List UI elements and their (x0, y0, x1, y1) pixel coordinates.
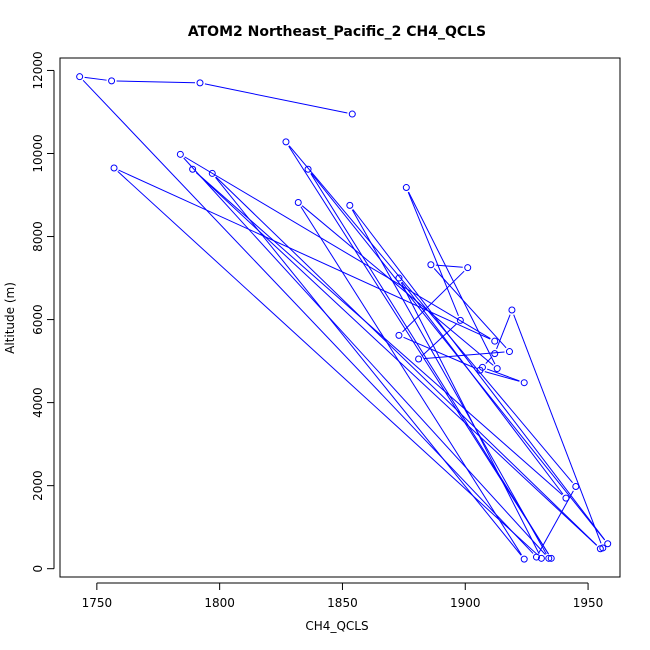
data-point (599, 544, 607, 552)
y-tick-label: 8000 (31, 221, 45, 252)
series-segment (215, 176, 598, 546)
data-point (537, 554, 545, 562)
x-tick-label: 1800 (204, 596, 235, 610)
x-tick-label: 1750 (82, 596, 113, 610)
data-point (189, 165, 197, 173)
series-lines (82, 76, 606, 556)
series-segment (84, 76, 107, 81)
x-tick-label: 1950 (573, 596, 604, 610)
data-point (208, 169, 216, 177)
data-point (402, 184, 410, 192)
y-tick-label: 0 (31, 565, 45, 573)
series-segment (117, 171, 539, 556)
series-segment (435, 264, 463, 268)
series-points (76, 73, 612, 563)
data-point (493, 365, 501, 373)
series-segment (421, 323, 458, 356)
data-point (348, 110, 356, 118)
data-point (491, 350, 499, 358)
series-segment (513, 314, 602, 544)
series-segment (403, 336, 476, 369)
series-segment (433, 268, 507, 349)
series-segment (496, 314, 511, 350)
data-point (108, 77, 116, 85)
data-point (427, 261, 435, 269)
data-point (346, 201, 354, 209)
data-point (176, 150, 184, 158)
x-tick-label: 1850 (327, 596, 358, 610)
x-axis: 1750 1800 1850 1900 1950 (82, 582, 604, 610)
series-segment (300, 206, 522, 556)
y-tick-label: 6000 (31, 304, 45, 335)
data-point (491, 337, 499, 345)
data-point (572, 482, 580, 490)
data-point (562, 494, 570, 502)
series-segment (183, 157, 546, 555)
y-tick-label: 4000 (31, 387, 45, 418)
data-point (547, 554, 555, 562)
y-tick-label: 12000 (31, 51, 45, 89)
data-point (545, 554, 553, 562)
data-point (464, 264, 472, 272)
data-point (520, 379, 528, 387)
series-segment (400, 282, 540, 555)
series-segment (288, 145, 573, 483)
series-segment (310, 173, 550, 555)
data-point (196, 79, 204, 87)
data-point (304, 165, 312, 173)
series-segment (407, 191, 459, 316)
series-segment (351, 209, 547, 555)
series-segment (215, 176, 522, 556)
series-segment (485, 357, 492, 364)
series-segment (301, 205, 494, 366)
data-point (294, 198, 302, 206)
series-segment (484, 371, 520, 382)
data-point (604, 540, 612, 548)
data-point (76, 73, 84, 81)
plot-frame (59, 57, 621, 578)
data-point (282, 138, 290, 146)
y-axis-title: Altitude (m) (3, 282, 17, 354)
series-segment (116, 80, 196, 84)
series-segment (184, 156, 491, 340)
y-tick-label: 10000 (31, 134, 45, 172)
series-segment (288, 145, 549, 555)
data-point (110, 164, 118, 172)
series-segment (204, 83, 348, 114)
data-point (508, 306, 516, 314)
data-point (395, 331, 403, 339)
data-point (415, 355, 423, 363)
series-segment (196, 172, 563, 496)
series-segment (118, 169, 491, 340)
x-tick-label: 1900 (450, 596, 481, 610)
series-segment (195, 172, 598, 546)
data-point (520, 555, 528, 563)
x-axis-title: CH4_QCLS (305, 619, 368, 633)
series-segment (486, 368, 520, 382)
chart-title: ATOM2 Northeast_Pacific_2 CH4_QCLS (188, 24, 486, 40)
data-point (505, 348, 513, 356)
series-segment (82, 79, 534, 554)
data-point (456, 316, 464, 324)
data-point (395, 274, 403, 282)
y-tick-label: 2000 (31, 470, 45, 501)
series-segment (402, 270, 465, 333)
series-segment (401, 281, 564, 495)
data-point (478, 363, 486, 371)
data-point (532, 553, 540, 561)
series-segment (423, 351, 505, 360)
y-axis: 0 2000 4000 6000 8000 10000 12000 (31, 51, 55, 573)
series-segment (408, 191, 496, 365)
series-segment (352, 209, 606, 541)
